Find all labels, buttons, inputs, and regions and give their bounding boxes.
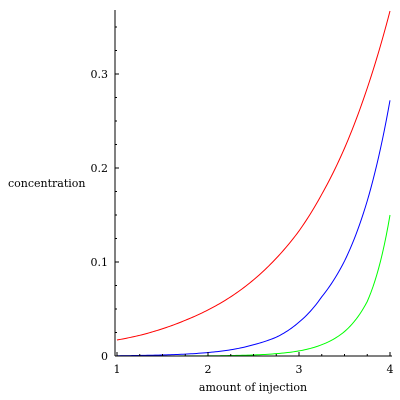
x-tick-label: 2 [205,363,212,376]
y-ticks: 0 0.1 0.2 0.3 [91,26,119,363]
series-line-1 [116,10,391,341]
y-tick-label: 0.1 [91,256,109,269]
series-group [116,10,391,357]
x-axis-title: amount of injection [199,381,307,394]
x-tick-label: 3 [296,363,303,376]
y-tick-label: 0.2 [91,162,109,175]
series-line-3 [117,214,391,357]
x-tick-label: 1 [114,363,121,376]
x-ticks: 1 2 3 4 [114,352,394,376]
y-tick-label: 0 [101,350,108,363]
x-tick-label: 4 [387,363,394,376]
y-axis-title: concentration [8,177,86,190]
y-tick-label: 0.3 [91,68,109,81]
